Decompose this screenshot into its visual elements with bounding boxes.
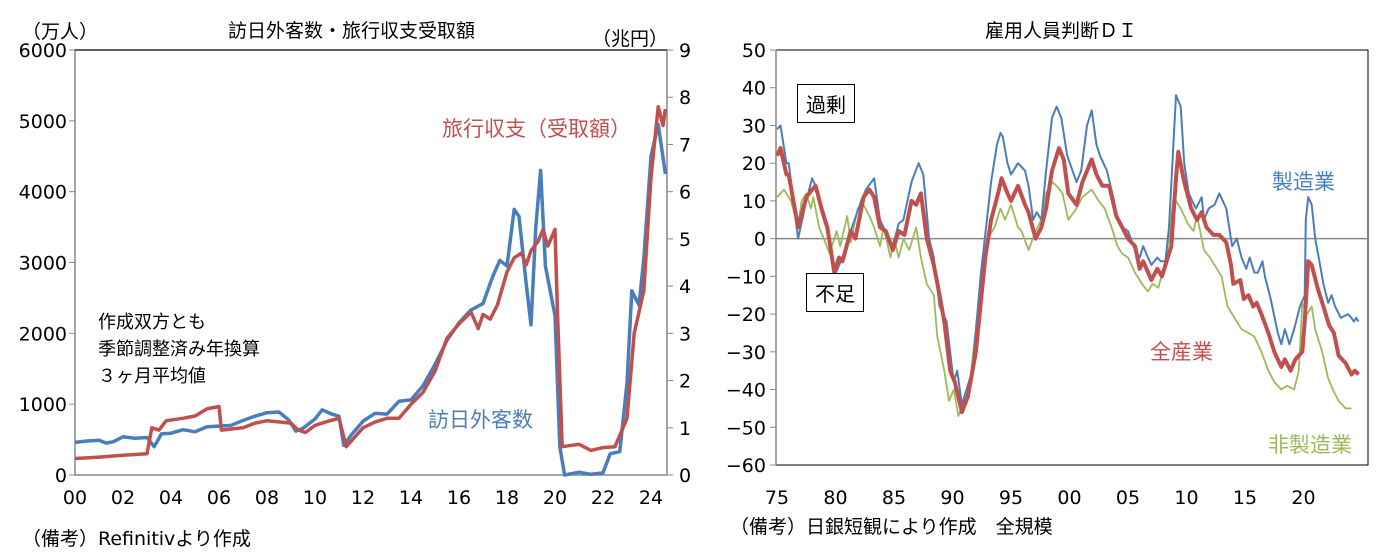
di-x-tick-label: 10 xyxy=(1174,487,1198,509)
di-x-tick-label: 20 xyxy=(1291,487,1315,509)
x-tick-label: 10 xyxy=(303,487,327,509)
left-chart-title: 訪日外客数・旅行収支受取額 xyxy=(228,20,476,42)
surplus-label-box: 過剰 xyxy=(797,84,855,123)
x-tick-label: 24 xyxy=(639,487,663,509)
right-axis-unit: （兆円） xyxy=(592,28,669,50)
di-y-tick-label: −40 xyxy=(726,380,766,402)
x-tick-label: 14 xyxy=(399,487,423,509)
di-y-tick-label: 10 xyxy=(742,191,766,213)
di-x-tick-label: 90 xyxy=(940,487,964,509)
right-y-tick-label: 6 xyxy=(679,182,691,204)
di-x-tick-label: 75 xyxy=(765,487,789,509)
di-y-tick-label: −20 xyxy=(726,304,766,326)
annotation-line-3: ３ヶ月平均値 xyxy=(98,366,206,387)
right-y-tick-label: 2 xyxy=(679,371,691,393)
legend-all-industries: 全産業 xyxy=(1150,340,1213,364)
right-y-tick-label: 4 xyxy=(679,276,691,298)
di-y-tick-label: 40 xyxy=(742,78,766,100)
left-axis-unit: （万人） xyxy=(22,21,99,43)
series-line-all-industries xyxy=(775,146,1360,415)
di-x-tick-label: 00 xyxy=(1057,487,1081,509)
x-tick-label: 08 xyxy=(255,487,279,509)
right-y-tick-label: 8 xyxy=(679,87,691,109)
series-line-visitors xyxy=(74,122,668,477)
di-y-tick-label: −50 xyxy=(726,417,766,439)
di-y-tick-label: 20 xyxy=(742,153,766,175)
series-line-manufacturing xyxy=(776,94,1360,406)
x-tick-label: 00 xyxy=(63,487,87,509)
legend-non-manufacturing: 非製造業 xyxy=(1268,433,1352,457)
right-y-tick-label: 7 xyxy=(679,134,691,156)
right-y-tick-label: 9 xyxy=(679,40,691,62)
annotation-line-2: 季節調整済み年換算 xyxy=(98,339,260,360)
x-tick-label: 16 xyxy=(447,487,471,509)
di-y-tick-label: 30 xyxy=(742,115,766,137)
right-plot-frame xyxy=(775,49,1369,466)
annotation-line-1: 作成双方とも xyxy=(98,312,206,333)
right-y-tick-label: 3 xyxy=(679,323,691,345)
left-y-tick-label: 0 xyxy=(55,465,67,487)
di-y-tick-label: −60 xyxy=(726,455,766,477)
di-x-tick-label: 15 xyxy=(1233,487,1257,509)
shortage-label-box: 不足 xyxy=(806,273,864,312)
x-tick-label: 06 xyxy=(207,487,231,509)
x-tick-label: 20 xyxy=(543,487,567,509)
right-source-note: （備考）日銀短観により作成 全規模 xyxy=(730,516,1053,538)
di-y-tick-label: −30 xyxy=(726,342,766,364)
right-y-tick-label: 0 xyxy=(679,465,691,487)
x-tick-label: 04 xyxy=(159,487,183,509)
left-y-tick-label: 6000 xyxy=(19,40,67,62)
series-line-non-manufacturing xyxy=(776,181,1352,417)
di-x-tick-label: 85 xyxy=(882,487,906,509)
di-y-tick-label: 0 xyxy=(754,229,766,251)
di-x-tick-label: 95 xyxy=(999,487,1023,509)
series-line-travel-receipts xyxy=(74,104,668,461)
di-x-tick-label: 05 xyxy=(1116,487,1140,509)
di-x-tick-label: 80 xyxy=(823,487,847,509)
legend-manufacturing: 製造業 xyxy=(1272,170,1335,194)
left-y-tick-label: 2000 xyxy=(19,323,67,345)
legend-visitors: 訪日外客数 xyxy=(428,408,533,432)
left-y-tick-label: 4000 xyxy=(19,182,67,204)
di-y-tick-label: 50 xyxy=(742,40,766,62)
left-source-note: （備考）Refinitivより作成 xyxy=(22,528,251,550)
x-tick-label: 12 xyxy=(351,487,375,509)
left-y-tick-label: 1000 xyxy=(19,394,67,416)
x-tick-label: 22 xyxy=(591,487,615,509)
right-y-tick-label: 5 xyxy=(679,229,691,251)
right-chart-title: 雇用人員判断ＤＩ xyxy=(985,20,1138,42)
legend-travel-receipts: 旅行収支（受取額） xyxy=(442,117,631,141)
x-tick-label: 02 xyxy=(111,487,135,509)
right-y-tick-label: 1 xyxy=(679,418,691,440)
left-y-tick-label: 3000 xyxy=(19,253,67,275)
x-tick-label: 18 xyxy=(495,487,519,509)
di-y-tick-label: −10 xyxy=(726,266,766,288)
left-y-tick-label: 5000 xyxy=(19,111,67,133)
